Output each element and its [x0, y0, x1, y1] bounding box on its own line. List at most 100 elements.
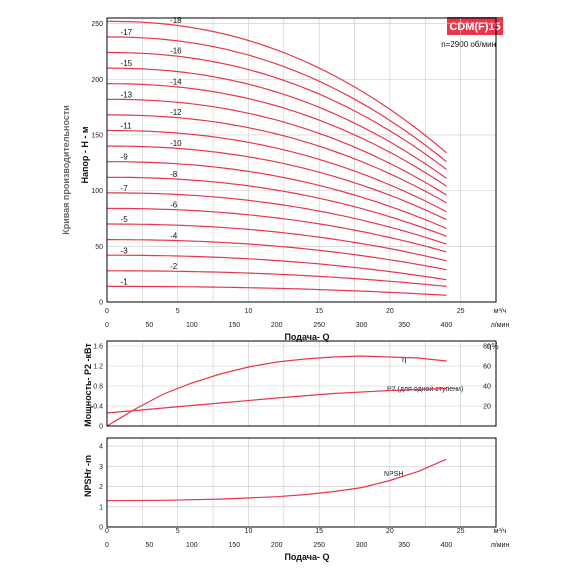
stage-label: -8	[170, 170, 178, 179]
flow-axis-label-bottom: Подача- Q	[284, 552, 329, 562]
head-y-tick: 0	[99, 300, 103, 307]
npsh-x-tick-lpm: 300	[356, 542, 368, 549]
head-curve-stage	[107, 114, 447, 204]
head-x-tick-lpm: 250	[313, 322, 325, 329]
stage-label: -13	[121, 90, 133, 99]
power-curve	[106, 387, 447, 414]
head-x-tick-lpm: 350	[398, 322, 410, 329]
npsh-x-unit-m3h: м³/ч	[494, 528, 507, 535]
head-curve-stage	[107, 239, 447, 271]
stage-label: -18	[170, 16, 182, 25]
npsh-x-tick-lpm: 400	[441, 542, 453, 549]
head-y-tick: 100	[91, 188, 103, 195]
head-x-tick-lpm: 100	[186, 322, 198, 329]
npsh-x-tick-lpm: 200	[271, 542, 283, 549]
power-y-tick: 0.8	[93, 384, 103, 391]
npsh-x-tick-m3h: 15	[315, 528, 323, 535]
flow-axis-label-top: Подача- Q	[284, 332, 329, 342]
head-curve-stage	[107, 285, 447, 296]
head-curve-stage	[106, 36, 447, 163]
head-y-tick: 250	[91, 21, 103, 28]
head-x-tick-lpm: 300	[356, 322, 368, 329]
head-x-unit-lpm: л/мин	[491, 322, 510, 329]
stage-label: -4	[170, 231, 178, 240]
head-curve-stage	[107, 98, 447, 196]
model-badge: CDM(F)15	[447, 17, 503, 35]
head-curve-stage	[106, 20, 447, 154]
npsh-y-tick: 0	[99, 525, 103, 532]
head-x-tick-lpm: 0	[105, 322, 109, 329]
stage-label: -12	[170, 108, 182, 117]
eta-curve-label: η	[402, 355, 406, 364]
head-curve-stage	[107, 270, 447, 287]
efficiency-axis-label: η%	[487, 342, 499, 351]
power-plot-frame	[106, 340, 497, 427]
stage-label: -11	[121, 122, 133, 131]
npsh-curve-label: NPSH	[384, 471, 403, 478]
head-x-tick-m3h: 10	[245, 308, 253, 315]
chart-marks: 050100150200250-1-2-3-4-5-6-7-8-9-10-11-…	[91, 16, 509, 549]
npsh-x-unit-lpm: л/мин	[491, 542, 510, 549]
head-y-tick: 200	[91, 77, 103, 84]
head-x-tick-m3h: 15	[315, 308, 323, 315]
head-curve-stage	[107, 254, 447, 281]
head-curve-stage	[107, 145, 447, 221]
head-x-tick-lpm: 150	[228, 322, 240, 329]
stage-label: -2	[170, 262, 178, 271]
stage-label: -9	[121, 153, 129, 162]
head-curve-stage	[107, 161, 447, 230]
efficiency-y-tick: 80	[483, 344, 491, 351]
head-x-tick-m3h: 0	[105, 308, 109, 315]
stage-label: -7	[121, 184, 129, 193]
power-y-tick: 0	[99, 424, 103, 431]
npsh-plot-frame	[106, 437, 497, 528]
npsh-curve	[106, 458, 447, 502]
head-x-tick-lpm: 200	[271, 322, 283, 329]
power-axis-label: Мощность- P2 -кВт	[83, 343, 93, 427]
head-plot-frame	[106, 17, 497, 303]
power-y-tick: 1.6	[93, 344, 103, 351]
efficiency-y-tick: 40	[483, 384, 491, 391]
head-curve-stage	[107, 176, 447, 237]
head-axis-label: Напор - Н - м	[80, 126, 90, 183]
head-x-tick-m3h: 25	[457, 308, 465, 315]
stage-label: -15	[121, 59, 133, 68]
npsh-x-tick-lpm: 100	[186, 542, 198, 549]
head-x-tick-m3h: 5	[176, 308, 180, 315]
head-x-tick-lpm: 50	[146, 322, 154, 329]
npsh-x-tick-lpm: 50	[146, 542, 154, 549]
efficiency-y-tick: 60	[483, 364, 491, 371]
head-curve-stage	[107, 223, 447, 262]
model-badge-text: CDM(F)15	[449, 21, 500, 33]
npsh-y-tick: 3	[99, 464, 103, 471]
head-x-tick-m3h: 20	[386, 308, 394, 315]
npsh-y-tick: 1	[99, 504, 103, 511]
head-curve-stage	[107, 51, 447, 170]
efficiency-y-tick: 20	[483, 404, 491, 411]
npsh-x-tick-m3h: 20	[386, 528, 394, 535]
head-x-unit-m3h: м³/ч	[494, 308, 507, 315]
head-curve-stage	[107, 192, 447, 245]
npsh-x-tick-lpm: 250	[313, 542, 325, 549]
npsh-x-tick-m3h: 25	[457, 528, 465, 535]
stage-label: -1	[121, 277, 129, 286]
head-curve-stage	[107, 129, 447, 213]
npsh-x-tick-lpm: 150	[228, 542, 240, 549]
npsh-x-tick-m3h: 5	[176, 528, 180, 535]
npsh-y-tick: 2	[99, 484, 103, 491]
head-x-tick-lpm: 400	[441, 322, 453, 329]
npsh-x-tick-lpm: 0	[105, 542, 109, 549]
stage-label: -16	[170, 47, 182, 56]
stage-label: -14	[170, 77, 182, 86]
npsh-y-tick: 4	[99, 444, 103, 451]
stage-label: -17	[121, 28, 133, 37]
npsh-x-tick-m3h: 0	[105, 528, 109, 535]
head-curve-stage	[107, 83, 447, 187]
stage-label: -6	[170, 201, 178, 210]
npsh-x-tick-m3h: 10	[245, 528, 253, 535]
power-y-tick: 1.2	[93, 364, 103, 371]
head-y-tick: 150	[91, 132, 103, 139]
efficiency-curve	[106, 355, 447, 427]
power-y-tick: 0.4	[93, 404, 103, 411]
stage-label: -5	[121, 215, 129, 224]
